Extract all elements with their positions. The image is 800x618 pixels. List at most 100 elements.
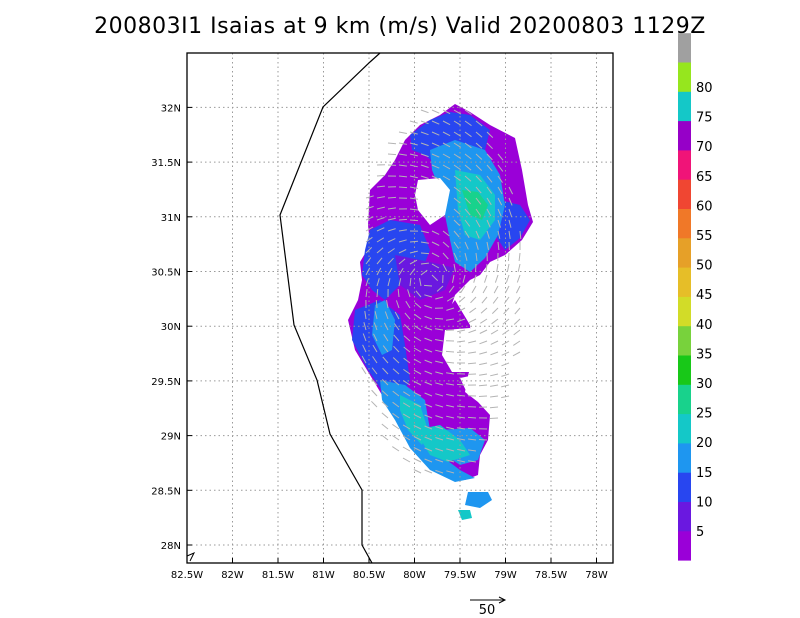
wind-vector — [424, 337, 433, 342]
wind-vector — [398, 278, 402, 287]
wind-vector — [464, 252, 468, 261]
wind-vector — [431, 263, 440, 269]
wind-vector — [371, 389, 378, 397]
wind-vector — [376, 227, 385, 232]
wind-vector — [453, 208, 461, 215]
wind-vector — [361, 355, 367, 364]
wind-vector — [383, 334, 389, 342]
wind-vector — [446, 404, 455, 408]
wind-vector — [413, 424, 422, 430]
wind-vector — [420, 252, 430, 255]
wind-vector — [501, 351, 510, 356]
wind-vector — [431, 164, 440, 169]
wind-vector — [506, 263, 510, 272]
wind-vector — [475, 197, 482, 205]
wind-vector — [365, 247, 373, 254]
wind-vector — [496, 263, 499, 272]
wind-vector — [387, 278, 391, 287]
wind-vector — [424, 458, 433, 463]
colorbar-segment — [678, 267, 691, 297]
wind-vector — [453, 230, 460, 238]
wind-vector — [464, 109, 472, 115]
wind-vector — [392, 368, 400, 375]
wind-vector — [468, 438, 477, 441]
colorbar-segment — [678, 120, 691, 151]
wind-vector — [398, 153, 407, 156]
wind-vector — [402, 413, 411, 419]
wind-vector — [387, 238, 396, 243]
wind-vector — [382, 356, 389, 364]
wind-vector — [381, 401, 389, 408]
wind-vector — [446, 383, 455, 386]
wind-vector — [486, 230, 490, 239]
wind-vector — [398, 186, 408, 189]
wind-vector — [436, 285, 444, 292]
wind-vector — [413, 336, 422, 342]
wind-vector — [442, 164, 451, 170]
wind-vector — [371, 378, 378, 386]
wind-vector — [518, 252, 521, 262]
wind-vector — [464, 164, 472, 171]
colorbar-segment — [678, 501, 691, 532]
wind-vector — [475, 219, 481, 228]
wind-vector — [403, 380, 411, 386]
wind-vector — [512, 351, 521, 357]
wind-vector — [457, 416, 466, 419]
wind-vector — [363, 322, 367, 331]
reference-vector-label: 50 — [479, 603, 496, 618]
wind-vector — [381, 390, 389, 397]
wind-vector — [464, 219, 471, 227]
wind-vector — [382, 345, 389, 353]
wind-vector — [497, 219, 501, 228]
colorbar-label: 80 — [696, 81, 713, 96]
colorbar-segment — [678, 325, 691, 356]
wind-vector — [467, 362, 477, 365]
wind-vector — [424, 447, 433, 452]
wind-vector — [409, 142, 418, 146]
wind-vector — [445, 350, 455, 353]
colorbar-label: 65 — [696, 170, 713, 185]
wind-vector — [382, 367, 389, 375]
colorbar-segment — [678, 33, 691, 63]
wind-vector — [431, 153, 440, 158]
wind-vector — [409, 197, 418, 200]
wind-vector — [365, 236, 373, 243]
wind-vector — [508, 186, 514, 195]
wind-vector — [442, 263, 448, 272]
wind-vector — [398, 164, 407, 167]
wind-vector — [442, 241, 450, 248]
wind-vector — [491, 318, 499, 325]
wind-vector — [381, 423, 389, 430]
colorbar-segment — [678, 530, 691, 561]
speed-region-cyan — [458, 510, 472, 520]
wind-vector — [458, 296, 466, 303]
wind-vector — [468, 449, 477, 452]
lat-tick-label: 31.5N — [151, 158, 181, 169]
wind-vector — [392, 435, 400, 441]
wind-vector — [372, 356, 378, 364]
wind-vector — [403, 335, 411, 342]
wind-vector — [435, 448, 444, 452]
wind-vector — [424, 425, 433, 430]
wind-vector — [424, 469, 433, 474]
wind-vector — [398, 142, 407, 145]
wind-vector — [387, 267, 393, 276]
wind-vector — [424, 348, 433, 353]
wind-vector — [413, 380, 422, 386]
colorbar-segment — [678, 208, 691, 239]
wind-vector — [398, 267, 404, 276]
wind-vector — [446, 470, 455, 474]
wind-vector — [403, 391, 411, 397]
lat-tick-label: 29N — [161, 432, 181, 443]
wind-vector — [403, 368, 411, 375]
wind-vector — [462, 274, 466, 283]
wind-vector — [467, 416, 477, 419]
wind-vector — [486, 208, 492, 217]
wind-vector — [497, 241, 500, 251]
wind-vector — [486, 153, 493, 161]
wind-vector — [497, 208, 502, 217]
wind-vector — [508, 208, 513, 217]
wind-vector — [431, 175, 440, 180]
wind-vector — [479, 340, 488, 345]
wind-vector — [398, 175, 408, 178]
